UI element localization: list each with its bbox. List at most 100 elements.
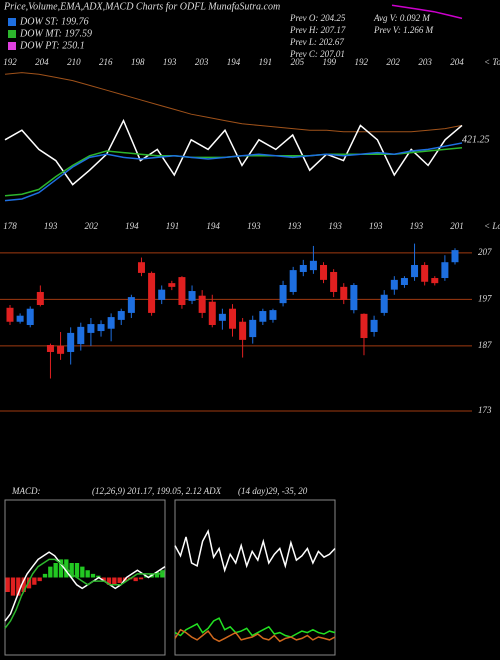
histogram-bar <box>160 570 165 578</box>
candle-body <box>421 265 429 282</box>
lows-label: 193 <box>328 221 342 231</box>
candle-body <box>97 324 105 332</box>
volume-value: Avg V: 0.092 M <box>373 13 430 23</box>
series-line <box>4 118 463 186</box>
legend-label: DOW PT: 250.1 <box>19 40 85 51</box>
candle-body <box>289 270 297 292</box>
histogram-bar <box>138 577 144 580</box>
candle-body <box>178 277 186 305</box>
lows-label: 201 <box>450 221 464 231</box>
series-line <box>4 142 463 202</box>
series-line <box>391 4 463 20</box>
tops-label: 210 <box>67 57 81 67</box>
lows-label: 191 <box>166 221 180 231</box>
panel-title: (14 day)29, -35, 20 <box>238 486 308 496</box>
histogram-bar <box>21 577 26 592</box>
tops-label: 204 <box>450 57 464 67</box>
legend-swatch <box>8 30 16 38</box>
y-tick-label: 207 <box>478 247 492 257</box>
histogram-bar <box>154 572 160 578</box>
histogram-bar <box>112 577 117 585</box>
candle-body <box>46 345 54 352</box>
histogram-bar <box>101 577 106 582</box>
candle-body <box>451 250 459 263</box>
prev-value: Prev H: 207.17 <box>289 25 346 35</box>
tops-label: 198 <box>131 57 145 67</box>
candle-body <box>57 345 65 354</box>
page-title: Price,Volume,EMA,ADX,MACD Charts for ODF… <box>3 1 280 12</box>
series-line <box>174 617 336 638</box>
candle-body <box>229 308 236 329</box>
candle-body <box>249 319 257 338</box>
series-line <box>4 72 463 133</box>
histogram-bar <box>10 577 16 596</box>
lows-label: 202 <box>85 221 99 231</box>
tops-label: 202 <box>386 57 400 67</box>
candle-body <box>127 297 135 313</box>
tops-label: 191 <box>259 57 273 67</box>
candle-body <box>107 317 115 329</box>
histogram-bar <box>32 577 37 585</box>
candle-body <box>411 265 419 278</box>
series-line <box>4 551 166 622</box>
prev-value: Prev C: 207.01 <box>289 49 345 59</box>
prev-value: Prev O: 204.25 <box>289 13 346 23</box>
tops-label: 203 <box>418 57 432 67</box>
y-tick-label: 197 <box>478 293 492 303</box>
lows-label: 178 <box>3 221 17 231</box>
candle-body <box>279 285 287 304</box>
candle-body <box>309 260 317 271</box>
histogram-bar <box>106 577 112 585</box>
histogram-bar <box>16 577 21 596</box>
candle-body <box>239 321 247 340</box>
y-tick-label: 173 <box>478 405 492 415</box>
candle-body <box>360 313 368 339</box>
legend-label: DOW MT: 197.59 <box>19 28 92 39</box>
candle-body <box>390 279 398 290</box>
tops-label: 193 <box>163 57 177 67</box>
histogram-bar <box>133 577 138 582</box>
histogram-bar <box>5 577 10 592</box>
candle-body <box>218 313 226 321</box>
histogram-bar <box>69 563 74 578</box>
lows-label: 193 <box>247 221 261 231</box>
candle-body <box>87 324 95 333</box>
legend-label: DOW ST: 199.76 <box>19 16 89 27</box>
tops-label: 194 <box>227 57 241 67</box>
histogram-bar <box>96 575 101 578</box>
candle-body <box>269 310 277 320</box>
candle-body <box>6 307 14 322</box>
candle-body <box>26 308 34 325</box>
candle-body <box>77 326 85 345</box>
candle-body <box>117 311 125 320</box>
legend-swatch <box>8 42 16 50</box>
candle-body <box>67 332 75 352</box>
annotation: 421.25 <box>462 134 490 145</box>
candle-body <box>400 278 408 285</box>
lows-label: 194 <box>206 221 220 231</box>
candle-body <box>188 291 196 301</box>
candle-body <box>320 265 328 280</box>
prev-value: Prev L: 202.67 <box>289 37 344 47</box>
tops-label: 199 <box>323 57 337 67</box>
tops-label: 205 <box>291 57 305 67</box>
candle-body <box>380 294 388 313</box>
volume-value: Prev V: 1.266 M <box>373 25 434 35</box>
candle-body <box>330 271 338 292</box>
tops-label: 204 <box>35 57 49 67</box>
candle-body <box>168 283 176 287</box>
tops-caption: < Tops <box>484 57 500 67</box>
series-line <box>174 528 336 573</box>
legend-swatch <box>8 18 16 26</box>
histogram-bar <box>117 577 122 583</box>
lows-label: 193 <box>369 221 383 231</box>
histogram-bar <box>42 573 48 578</box>
histogram-bar <box>26 577 32 589</box>
histogram-bar <box>37 577 42 582</box>
candle-body <box>340 286 348 300</box>
candle-body <box>158 289 166 300</box>
histogram-bar <box>80 566 85 578</box>
tops-label: 192 <box>3 57 17 67</box>
candle-body <box>16 315 24 322</box>
